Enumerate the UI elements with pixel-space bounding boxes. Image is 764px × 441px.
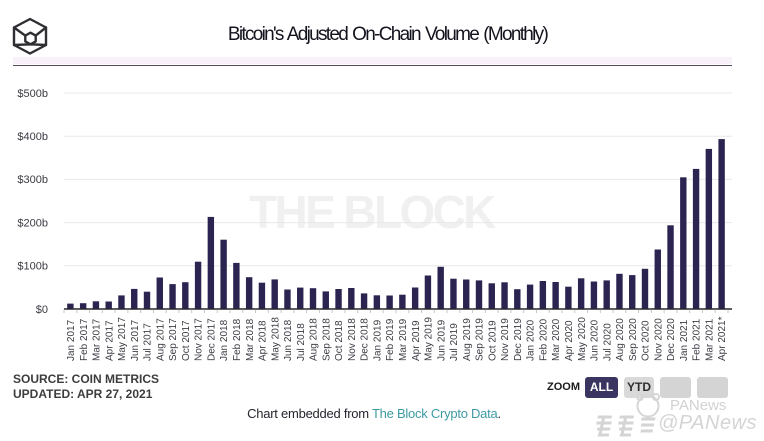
svg-text:Jun 2017: Jun 2017: [130, 319, 141, 361]
svg-text:Feb 2020: Feb 2020: [538, 318, 549, 361]
svg-text:May 2020: May 2020: [577, 317, 588, 361]
svg-text:Jan 2021: Jan 2021: [679, 319, 690, 361]
svg-text:Sep 2019: Sep 2019: [475, 318, 486, 361]
svg-text:Nov 2018: Nov 2018: [347, 318, 358, 361]
svg-text:$400b: $400b: [17, 131, 48, 143]
svg-text:Nov 2020: Nov 2020: [653, 318, 664, 361]
svg-text:Mar 2017: Mar 2017: [92, 318, 103, 361]
svg-text:Jul 2019: Jul 2019: [449, 323, 460, 361]
svg-text:Jan 2017: Jan 2017: [66, 319, 77, 361]
svg-text:Aug 2018: Aug 2018: [309, 318, 320, 361]
svg-text:Oct 2018: Oct 2018: [334, 320, 345, 361]
svg-text:Mar 2019: Mar 2019: [398, 318, 409, 361]
svg-text:Mar 2021: Mar 2021: [704, 318, 715, 361]
svg-text:Mar 2018: Mar 2018: [245, 318, 256, 361]
svg-text:Feb 2019: Feb 2019: [385, 318, 396, 361]
svg-text:Sep 2018: Sep 2018: [321, 318, 332, 361]
svg-text:Mar 2020: Mar 2020: [551, 318, 562, 361]
svg-text:Sep 2020: Sep 2020: [628, 318, 639, 361]
svg-text:Feb 2017: Feb 2017: [79, 318, 90, 361]
svg-text:Apr 2021*: Apr 2021*: [717, 316, 728, 361]
svg-text:Jul 2018: Jul 2018: [296, 323, 307, 361]
svg-text:Oct 2019: Oct 2019: [487, 320, 498, 361]
svg-text:Oct 2017: Oct 2017: [181, 320, 192, 361]
svg-text:Aug 2020: Aug 2020: [615, 318, 626, 361]
svg-text:Jun 2018: Jun 2018: [283, 319, 294, 361]
svg-text:Feb 2018: Feb 2018: [232, 318, 243, 361]
svg-text:May 2019: May 2019: [424, 317, 435, 361]
svg-text:Jul 2017: Jul 2017: [143, 323, 154, 361]
svg-text:Jun 2019: Jun 2019: [436, 319, 447, 361]
svg-text:Aug 2017: Aug 2017: [155, 318, 166, 361]
svg-text:$300b: $300b: [17, 174, 48, 186]
svg-text:$500b: $500b: [17, 88, 48, 100]
svg-text:Dec 2019: Dec 2019: [513, 318, 524, 361]
svg-text:Apr 2019: Apr 2019: [411, 320, 422, 361]
svg-text:Jan 2020: Jan 2020: [526, 319, 537, 361]
svg-text:$0: $0: [36, 304, 48, 316]
svg-text:Feb 2021: Feb 2021: [692, 318, 703, 361]
svg-text:Nov 2019: Nov 2019: [500, 318, 511, 361]
svg-text:Dec 2017: Dec 2017: [206, 318, 217, 361]
svg-text:Sep 2017: Sep 2017: [168, 318, 179, 361]
svg-text:May 2017: May 2017: [117, 317, 128, 361]
svg-text:$200b: $200b: [17, 217, 48, 229]
svg-text:May 2018: May 2018: [270, 317, 281, 361]
svg-text:$100b: $100b: [17, 261, 48, 273]
svg-text:Nov 2017: Nov 2017: [194, 318, 205, 361]
svg-text:Apr 2017: Apr 2017: [104, 320, 115, 361]
svg-text:Jan 2018: Jan 2018: [219, 319, 230, 361]
svg-text:Jul 2020: Jul 2020: [602, 323, 613, 361]
svg-text:Dec 2020: Dec 2020: [666, 318, 677, 361]
svg-text:Apr 2020: Apr 2020: [564, 320, 575, 361]
svg-text:Apr 2018: Apr 2018: [258, 320, 269, 361]
svg-text:Dec 2018: Dec 2018: [360, 318, 371, 361]
svg-text:Oct 2020: Oct 2020: [641, 320, 652, 361]
svg-text:Aug 2019: Aug 2019: [462, 318, 473, 361]
svg-text:Jun 2020: Jun 2020: [590, 319, 601, 361]
svg-text:Jan 2019: Jan 2019: [372, 319, 383, 361]
